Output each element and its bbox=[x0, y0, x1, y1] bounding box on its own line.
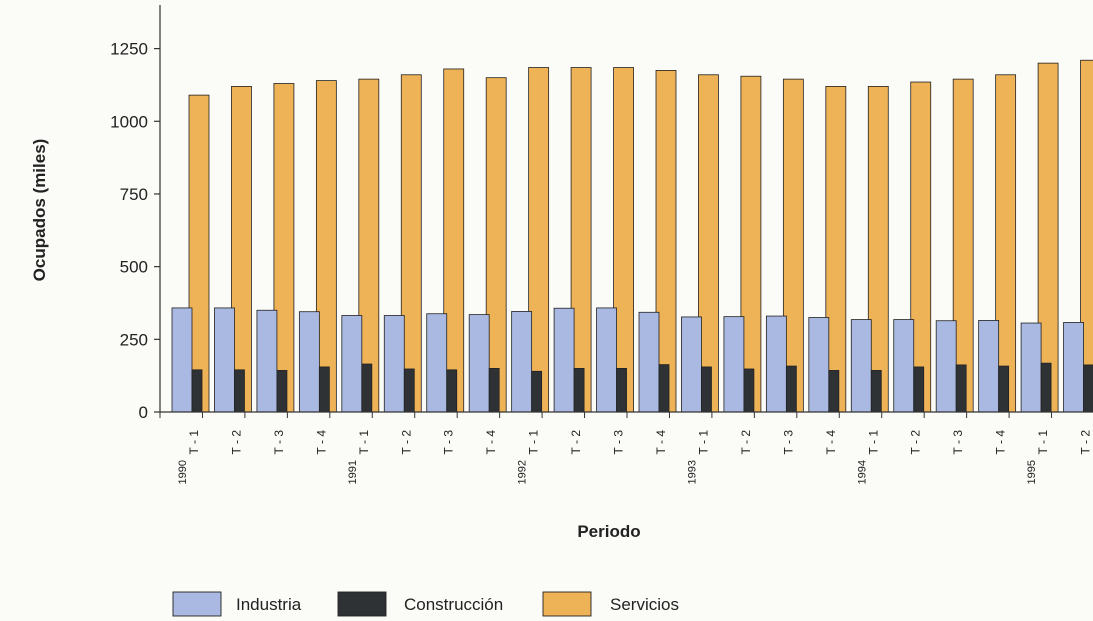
x-tick-label: T - 3 bbox=[272, 430, 286, 455]
bar-industria-0 bbox=[171, 307, 193, 413]
y-tick-label: 750 bbox=[120, 185, 148, 204]
x-tick-label: T - 3 bbox=[612, 430, 626, 455]
x-tick-label: T - 3 bbox=[951, 430, 965, 455]
x-tick-label: T - 1 bbox=[187, 430, 201, 455]
legend-swatch-servicios bbox=[542, 591, 592, 617]
bar-construccin-7 bbox=[488, 367, 500, 413]
bar-industria-1 bbox=[214, 307, 235, 413]
bars bbox=[171, 59, 1093, 413]
bar-construccin-0 bbox=[191, 369, 203, 413]
y-axis-title: Ocupados (miles) bbox=[30, 139, 49, 282]
x-tick-label: T - 4 bbox=[824, 430, 838, 455]
bar-industria-15 bbox=[808, 317, 830, 413]
legend-label-industria: Industria bbox=[236, 595, 302, 614]
x-year-label: 1993 bbox=[686, 460, 698, 484]
legend-swatch-industria bbox=[172, 591, 222, 617]
bar-construccin-11 bbox=[658, 364, 670, 413]
x-axis: T - 1 1990 T - 2 T - 3 T - 4 T - 1 1991 T - 2 T … bbox=[159, 411, 1093, 484]
legend-label-servicios: Servicios bbox=[610, 595, 679, 614]
x-tick-label: T - 1 bbox=[1036, 430, 1050, 455]
legend-swatch-construccin bbox=[337, 591, 387, 617]
bar-industria-5 bbox=[383, 315, 405, 413]
x-tick-label: T - 2 bbox=[569, 430, 583, 455]
bar-construccin-8 bbox=[531, 370, 543, 413]
x-year-label: 1995 bbox=[1026, 460, 1038, 484]
bar-industria-2 bbox=[256, 309, 278, 413]
bar-industria-4 bbox=[341, 315, 363, 413]
x-year-label: 1992 bbox=[517, 460, 529, 484]
bar-construccin-9 bbox=[573, 367, 585, 413]
bar-industria-18 bbox=[935, 320, 957, 413]
bar-construccin-15 bbox=[828, 370, 840, 413]
bar-industria-16 bbox=[850, 319, 872, 413]
bar-construccin-20 bbox=[1040, 362, 1052, 413]
bar-industria-14 bbox=[765, 315, 787, 413]
bar-construccin-16 bbox=[870, 370, 882, 413]
x-year-label: 1990 bbox=[177, 460, 189, 484]
x-tick-label: T - 1 bbox=[696, 430, 710, 455]
bar-industria-10 bbox=[596, 307, 617, 413]
x-axis-title: Periodo bbox=[577, 522, 640, 541]
y-tick-label: 1000 bbox=[110, 112, 148, 131]
bar-industria-3 bbox=[298, 311, 320, 413]
x-tick-label: T - 1 bbox=[866, 430, 880, 455]
x-tick-label: T - 2 bbox=[739, 430, 753, 455]
bar-construccin-3 bbox=[318, 366, 330, 413]
bar-construccin-6 bbox=[446, 369, 458, 413]
bar-construccin-13 bbox=[743, 368, 755, 413]
bar-construccin-4 bbox=[361, 363, 373, 413]
x-tick-label: T - 3 bbox=[442, 430, 456, 455]
x-tick-label: T - 4 bbox=[484, 430, 498, 455]
x-tick-label: T - 2 bbox=[229, 430, 243, 455]
y-tick-label: 500 bbox=[120, 258, 148, 277]
bar-construccin-1 bbox=[234, 369, 245, 413]
bar-industria-21 bbox=[1063, 322, 1084, 413]
bar-construccin-17 bbox=[913, 366, 925, 413]
x-tick-label: T - 2 bbox=[909, 430, 923, 455]
y-axis: 0 250 500 750 1000 1250 bbox=[110, 5, 161, 422]
bar-construccin-2 bbox=[276, 370, 288, 413]
bar-industria-11 bbox=[638, 311, 660, 413]
bar-construccin-12 bbox=[701, 366, 712, 413]
bar-industria-20 bbox=[1020, 322, 1042, 413]
legend: Industria Construcción Servicios bbox=[172, 591, 679, 617]
bar-industria-8 bbox=[511, 311, 533, 413]
bar-construccin-10 bbox=[616, 367, 627, 413]
x-tick-label: T - 2 bbox=[399, 430, 413, 455]
bar-industria-17 bbox=[893, 319, 915, 413]
x-tick-label: T - 4 bbox=[654, 430, 668, 455]
bar-construccin-18 bbox=[955, 364, 967, 413]
bar-industria-9 bbox=[553, 307, 575, 413]
bar-construccin-5 bbox=[403, 368, 415, 413]
x-tick-label: T - 3 bbox=[781, 430, 795, 455]
bar-construccin-21 bbox=[1083, 364, 1093, 413]
y-tick-label: 0 bbox=[139, 403, 148, 422]
x-tick-label: T - 4 bbox=[314, 430, 328, 455]
x-year-label: 1991 bbox=[347, 460, 359, 484]
bar-industria-12 bbox=[681, 316, 702, 413]
y-tick-label: 1250 bbox=[110, 40, 148, 59]
x-tick-label: T - 1 bbox=[357, 430, 371, 455]
bar-construccin-19 bbox=[998, 365, 1010, 413]
bar-industria-19 bbox=[978, 320, 1000, 413]
bar-construccin-14 bbox=[785, 365, 797, 413]
bar-industria-7 bbox=[468, 314, 490, 413]
x-tick-label: T - 2 bbox=[1079, 430, 1093, 455]
x-tick-label: T - 4 bbox=[994, 430, 1008, 455]
bar-industria-13 bbox=[723, 316, 745, 413]
y-tick-label: 250 bbox=[120, 330, 148, 349]
x-tick-label: T - 1 bbox=[527, 430, 541, 455]
bar-industria-6 bbox=[426, 313, 448, 413]
legend-label-construccin: Construcción bbox=[404, 595, 503, 614]
x-year-label: 1994 bbox=[856, 460, 868, 484]
